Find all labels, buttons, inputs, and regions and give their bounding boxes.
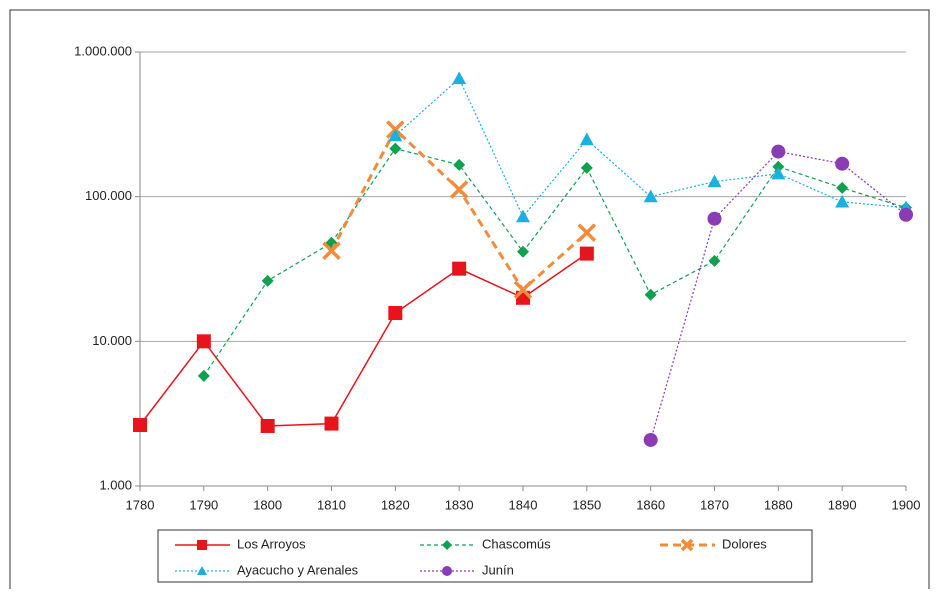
x-tick-label: 1780 <box>126 497 155 512</box>
data-point <box>643 432 658 447</box>
data-point <box>771 144 786 159</box>
legend-label: Dolores <box>722 536 767 551</box>
data-point <box>643 189 658 203</box>
x-tick-label: 1830 <box>445 497 474 512</box>
x-tick-label: 1790 <box>189 497 218 512</box>
y-tick-label: 100.000 <box>85 188 132 203</box>
x-tick-label: 1800 <box>253 497 282 512</box>
data-point <box>453 158 466 171</box>
x-tick-label: 1860 <box>636 497 665 512</box>
data-point <box>644 288 657 301</box>
data-point <box>389 142 402 155</box>
data-point <box>322 241 341 260</box>
data-point <box>899 207 913 222</box>
data-point <box>579 132 594 146</box>
data-point <box>707 211 722 226</box>
data-point <box>517 245 529 258</box>
data-point <box>835 156 850 171</box>
data-point <box>835 194 850 208</box>
x-tick-label: 1810 <box>317 497 346 512</box>
legend-marker <box>197 566 207 575</box>
legend-box <box>157 529 813 583</box>
y-tick-label: 10.000 <box>92 333 132 348</box>
chart-frame <box>9 9 930 594</box>
data-point <box>133 418 147 433</box>
series-line <box>139 252 588 427</box>
legend-label: Los Arroyos <box>237 536 306 551</box>
data-point <box>196 334 211 349</box>
data-point <box>516 209 530 223</box>
data-point <box>388 128 403 142</box>
legend-marker <box>442 540 452 550</box>
y-tick-label: 1.000 <box>99 477 132 492</box>
data-point <box>771 166 786 180</box>
x-tick-label: 1820 <box>381 497 410 512</box>
series-line <box>650 150 907 441</box>
x-tick-label: 1840 <box>509 497 538 512</box>
legend-label: Ayacucho y Arenales <box>237 562 359 577</box>
x-tick-label: 1900 <box>892 497 921 512</box>
data-point <box>261 274 274 287</box>
data-point <box>197 369 210 382</box>
series-line <box>203 147 907 377</box>
series-line <box>394 77 907 218</box>
data-point <box>577 223 597 242</box>
x-tick-label: 1870 <box>700 497 729 512</box>
data-point <box>836 181 849 194</box>
data-point <box>452 71 467 85</box>
legend-label: Chascomús <box>482 536 551 551</box>
x-tick-label: 1890 <box>828 497 857 512</box>
data-point <box>324 416 339 431</box>
data-point <box>449 180 469 199</box>
x-tick-label: 1850 <box>572 497 601 512</box>
data-point <box>513 280 533 300</box>
data-point <box>708 254 721 267</box>
data-point <box>452 261 467 276</box>
data-point <box>707 174 722 188</box>
data-point <box>772 160 785 173</box>
y-tick-label: 1.000.000 <box>74 43 132 58</box>
legend-marker <box>197 540 207 550</box>
legend-label: Junín <box>482 562 514 577</box>
data-point <box>260 418 275 433</box>
data-point <box>580 161 593 174</box>
legend-marker <box>680 538 694 552</box>
data-point <box>388 305 403 320</box>
x-tick-label: 1880 <box>764 497 793 512</box>
data-point <box>579 246 594 261</box>
legend-marker <box>442 566 452 576</box>
